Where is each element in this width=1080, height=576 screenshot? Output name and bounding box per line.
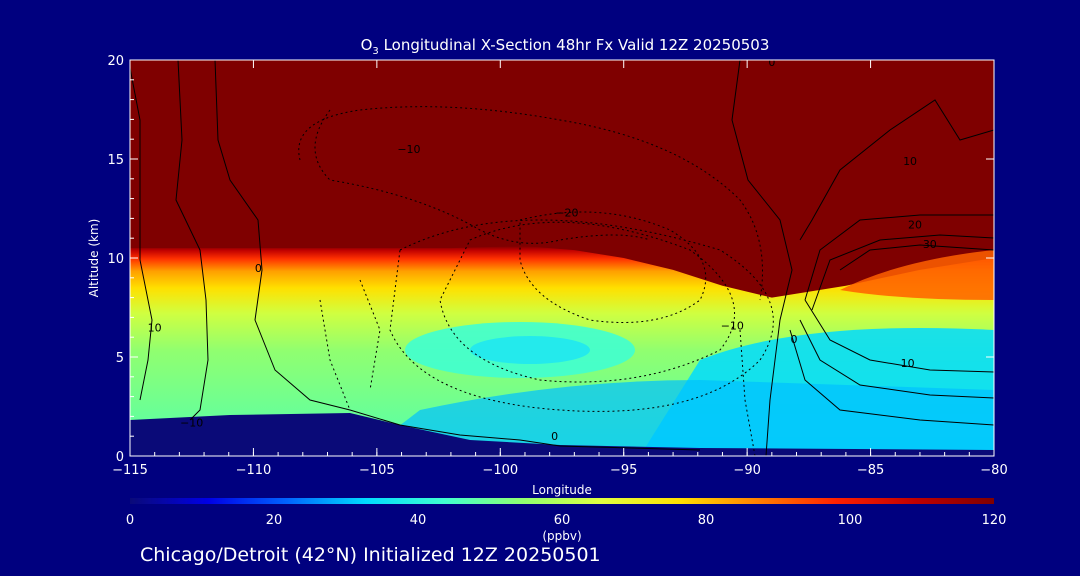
chart-title: O3 Longitudinal X-Section 48hr Fx Valid … bbox=[361, 36, 770, 57]
x-tick-label: −115 bbox=[112, 463, 148, 478]
contour-solid-east-5 bbox=[839, 244, 994, 271]
contour-solid-bottom bbox=[399, 424, 701, 451]
contour-solid-east-4 bbox=[811, 234, 994, 311]
x-tick-label: −85 bbox=[857, 463, 884, 478]
y-tick-label: 15 bbox=[107, 153, 124, 168]
colorbar-tick-label: 40 bbox=[410, 513, 427, 528]
contour-solid-east-1 bbox=[731, 60, 793, 456]
colorbar-tick-label: 60 bbox=[554, 513, 571, 528]
contour-label: 10 bbox=[148, 321, 162, 334]
contour-label: −20 bbox=[555, 206, 578, 219]
contour-dotted-8 bbox=[739, 329, 756, 456]
contour-dotted-3 bbox=[519, 211, 707, 323]
colorbar-ticks: 0 20 40 60 80 100 120 bbox=[126, 513, 1007, 528]
contour-dotted-1 bbox=[314, 109, 651, 244]
contour-solid-west-2 bbox=[175, 60, 209, 421]
y-tick-label: 10 bbox=[107, 252, 124, 267]
contour-label: 0 bbox=[551, 430, 558, 443]
x-tick-label: −80 bbox=[980, 463, 1007, 478]
contour-dotted-5 bbox=[389, 219, 774, 412]
contour-label: 0 bbox=[768, 56, 775, 69]
x-tick-label: −105 bbox=[359, 463, 395, 478]
colorbar-tick-label: 20 bbox=[266, 513, 283, 528]
colorbar-tick-label: 120 bbox=[982, 513, 1007, 528]
contour-label: 20 bbox=[908, 218, 922, 231]
contour-solid-west-1 bbox=[130, 67, 153, 401]
contour-dotted-4 bbox=[439, 221, 735, 383]
x-axis: −115 −110 −105 −100 −95 −90 −85 −80 bbox=[112, 60, 1008, 478]
y-axis: 0 5 10 15 20 bbox=[107, 54, 994, 465]
contour-label: −10 bbox=[180, 416, 203, 429]
colorbar bbox=[130, 498, 994, 504]
contour-label: −10 bbox=[721, 319, 744, 332]
footer-caption: Chicago/Detroit (42°N) Initialized 12Z 2… bbox=[140, 544, 601, 566]
y-tick-label: 0 bbox=[116, 450, 124, 465]
contour-label: 0 bbox=[791, 333, 798, 346]
contour-label: 10 bbox=[901, 357, 915, 370]
x-axis-label: Longitude bbox=[532, 483, 592, 497]
ozone-field bbox=[130, 60, 994, 456]
colorbar-unit: (ppbv) bbox=[542, 529, 581, 543]
contour-label: 0 bbox=[255, 262, 262, 275]
contour-solid-east-low-1 bbox=[804, 299, 994, 373]
y-tick-label: 5 bbox=[116, 351, 124, 366]
contour-solid-east-low-3 bbox=[789, 329, 994, 426]
contour-solid-east-low-2 bbox=[799, 319, 994, 399]
y-tick-label: 20 bbox=[107, 54, 124, 69]
colorbar-tick-label: 80 bbox=[698, 513, 715, 528]
contour-dotted-2 bbox=[298, 106, 763, 301]
colorbar-tick-label: 100 bbox=[838, 513, 863, 528]
contour-dotted-7 bbox=[319, 299, 351, 411]
contour-label: 10 bbox=[903, 155, 917, 168]
low-ozone-core bbox=[470, 336, 590, 364]
contour-solid-east-2 bbox=[799, 99, 994, 241]
contour-label: −10 bbox=[397, 143, 420, 156]
high-ozone-east-region bbox=[840, 250, 994, 300]
contour-label: 30 bbox=[923, 238, 937, 251]
ozone-contours bbox=[130, 60, 994, 456]
x-tick-label: −90 bbox=[733, 463, 760, 478]
x-tick-label: −110 bbox=[236, 463, 272, 478]
lower-mid-region bbox=[360, 380, 994, 456]
colorbar-tick-label: 0 bbox=[126, 513, 134, 528]
y-axis-label: Altitude (km) bbox=[87, 219, 101, 298]
x-tick-label: −95 bbox=[610, 463, 637, 478]
contour-solid-west-3 bbox=[214, 60, 401, 426]
x-tick-label: −100 bbox=[482, 463, 518, 478]
contour-solid-east-3 bbox=[804, 214, 994, 301]
boundary-layer-region bbox=[130, 413, 994, 456]
